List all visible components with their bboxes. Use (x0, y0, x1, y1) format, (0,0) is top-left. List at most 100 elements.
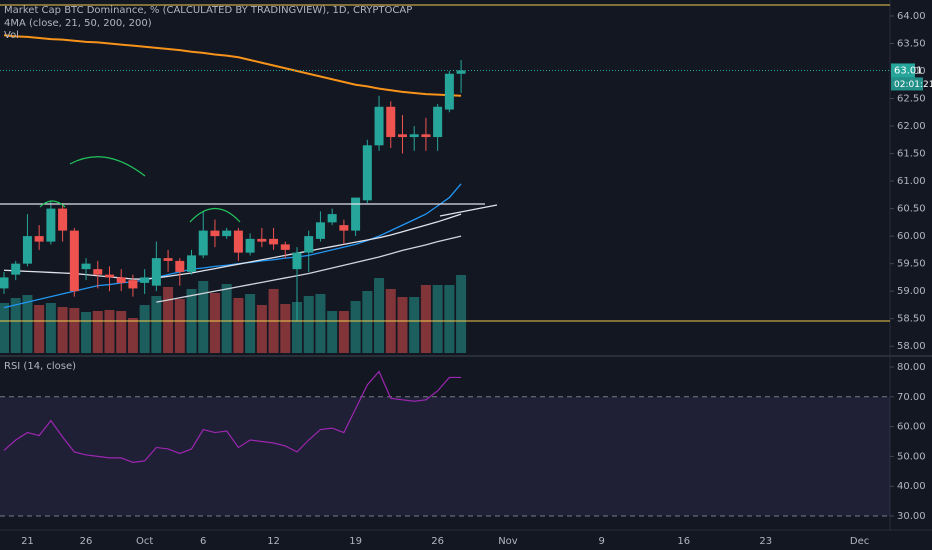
candle-body (81, 263, 91, 270)
candle-body (210, 230, 220, 237)
x-tick-label: Oct (136, 536, 153, 547)
candle-body (46, 208, 56, 242)
countdown-tag (891, 77, 923, 91)
x-tick-label: 6 (200, 536, 206, 547)
countdown-label: 02:01:21 (894, 80, 932, 90)
candle-body (362, 145, 372, 201)
candle-body (34, 236, 44, 242)
volume-bar (420, 285, 431, 353)
candle-body (327, 214, 337, 223)
arc-drawing (69, 156, 146, 177)
volume-bar (116, 311, 127, 353)
volume-bar (10, 298, 21, 353)
volume-bar (280, 304, 291, 353)
candle-body (187, 255, 197, 272)
x-tick-label: 23 (759, 536, 772, 547)
last-price-tag (891, 63, 915, 78)
candle-body (280, 244, 290, 250)
candle-body (116, 277, 126, 283)
candle-body (397, 134, 407, 138)
plot: 64.0063.5063.0062.5062.0061.5061.0060.50… (0, 11, 926, 547)
rsi-line (3, 370, 462, 463)
arc-drawing (189, 208, 241, 223)
volume-bar (256, 305, 267, 353)
volume-bar (292, 302, 302, 353)
y-tick-label: 60.50 (897, 204, 926, 215)
trend-line (439, 204, 498, 217)
y-tick-label: 58.00 (897, 341, 926, 352)
y-tick-label: 60.00 (897, 231, 926, 242)
candle-body (22, 236, 32, 264)
volume-bar (397, 297, 408, 353)
candle-body (163, 258, 173, 261)
candle-body (128, 280, 138, 289)
volume-bar (456, 275, 467, 353)
volume-bar (0, 303, 9, 353)
volume-bar (221, 284, 232, 353)
volume-bar (209, 293, 220, 353)
volume-bar (81, 312, 92, 353)
y-tick-label: 61.50 (897, 149, 926, 160)
y-tick-label: 30.00 (897, 511, 926, 522)
y-tick-label: 64.00 (897, 11, 926, 22)
x-tick-label: 16 (677, 536, 690, 547)
y-tick-label: 62.00 (897, 121, 926, 132)
x-tick-label: 19 (349, 536, 362, 547)
volume-bar (233, 298, 244, 353)
x-tick-label: 9 (599, 536, 605, 547)
candle-body (11, 263, 21, 275)
volume-bar (104, 310, 115, 353)
candle-body (444, 73, 454, 110)
candle-body (374, 106, 384, 146)
x-tick-label: 12 (267, 536, 280, 547)
candle-body (0, 277, 9, 289)
volume-bar (198, 281, 209, 353)
volume-bar (45, 303, 56, 353)
y-tick-label: 61.00 (897, 176, 926, 187)
y-tick-label: 63.50 (897, 38, 926, 49)
candle-body (222, 230, 232, 237)
candle-body (433, 106, 443, 138)
volume-bar (57, 307, 68, 353)
volume-bar (315, 294, 326, 353)
indicator-label: RSI (14, close) (4, 361, 76, 372)
candle-body (58, 208, 68, 231)
volume-bar (245, 294, 256, 353)
y-tick-label: 70.00 (897, 392, 926, 403)
volume-bar (163, 287, 174, 353)
volume-bar (409, 297, 420, 353)
volume-bar (432, 285, 443, 353)
moving-average (3, 34, 462, 97)
candle-body (456, 70, 466, 74)
volume-bar (34, 305, 45, 353)
candle-body (351, 197, 361, 231)
candle-body (245, 238, 255, 253)
candle-body (409, 134, 419, 138)
candle-body (315, 222, 325, 239)
moving-average (3, 183, 462, 309)
y-tick-label: 59.00 (897, 286, 926, 297)
y-tick-label: 60.00 (897, 422, 926, 433)
volume-bar (444, 285, 455, 353)
y-tick-label: 50.00 (897, 451, 926, 462)
volume-bar (139, 305, 150, 353)
x-tick-label: 26 (431, 536, 444, 547)
candle-body (386, 106, 396, 138)
volume-bar (92, 311, 103, 353)
indicator-label: 4MA (close, 21, 50, 200, 200) (4, 18, 152, 29)
candle-body (69, 230, 79, 292)
volume-bar (174, 299, 185, 353)
candle-body (233, 230, 243, 253)
candle-body (339, 225, 349, 231)
candle-body (140, 277, 150, 283)
candle-body (198, 230, 208, 256)
x-tick-label: Nov (498, 536, 518, 547)
candle-body (93, 269, 103, 275)
candle-body (175, 260, 185, 272)
x-tick-label: Dec (850, 536, 869, 547)
y-tick-label: 58.50 (897, 314, 926, 325)
y-tick-label: 59.50 (897, 259, 926, 270)
candle-body (104, 274, 114, 278)
candle-body (304, 236, 314, 253)
